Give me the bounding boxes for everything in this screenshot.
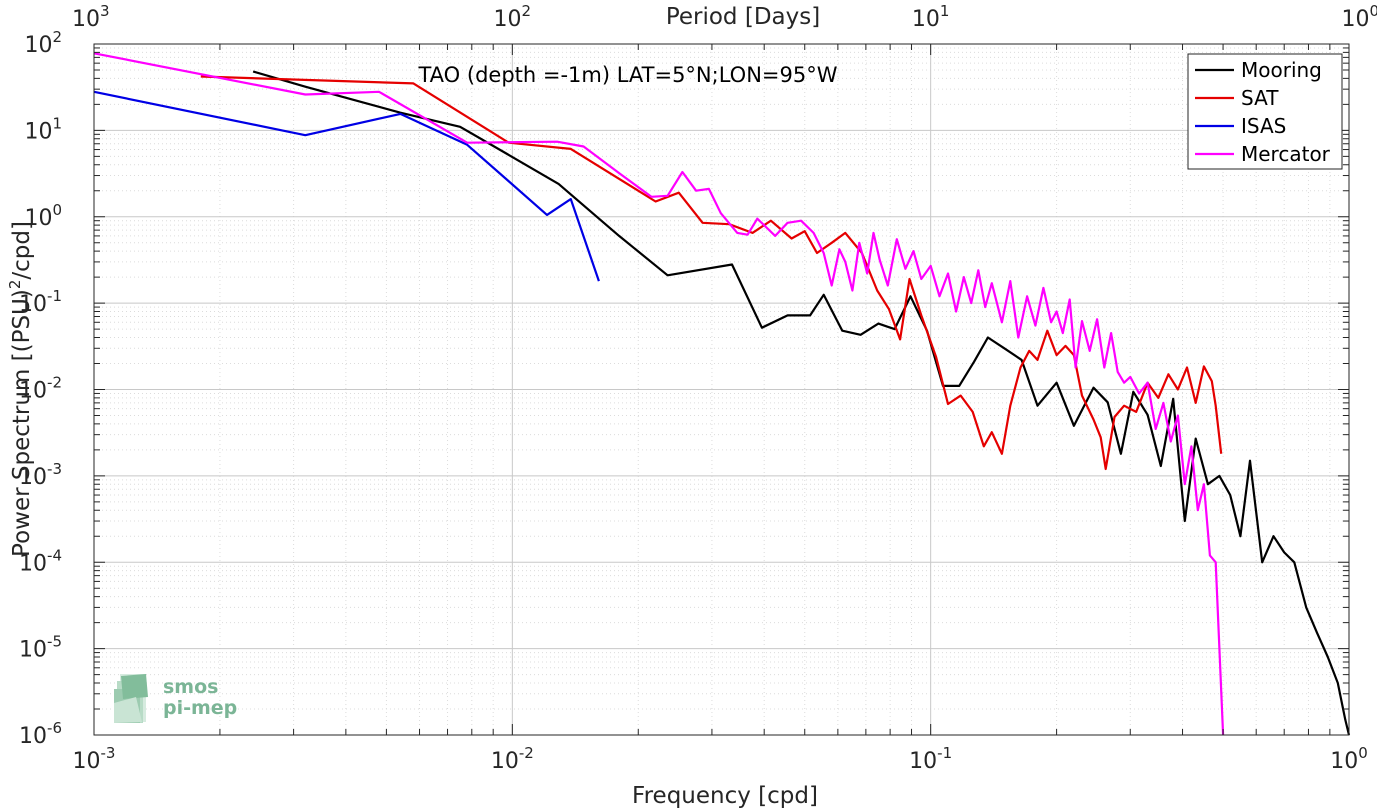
legend-label-mooring: Mooring [1241,58,1322,82]
chart-title: TAO (depth =-1m) LAT=5°N;LON=95°W [417,63,837,87]
y-tick-label: 10-4 [19,546,62,576]
y-tick-label: 10-1 [19,287,62,317]
logo-text-smos: smos [163,676,218,698]
top-tick-label: 101 [912,2,950,32]
y-axis-label-sup: 2 [6,280,24,290]
x-tick-label: 100 [1330,744,1368,774]
legend: Mooring SAT ISAS Mercator [1187,53,1343,170]
top-tick-label: 100 [1341,2,1377,32]
y-tick-label: 10-5 [19,633,62,663]
top-tick-label: 102 [494,2,532,32]
y-tick-label: 101 [24,114,62,144]
y-tick-label: 100 [24,201,62,231]
legend-label-mercator: Mercator [1241,142,1331,166]
smos-pi-mep-logo: smos pi-mep [114,674,237,723]
legend-label-sat: SAT [1241,86,1279,110]
x-tick-label: 10-2 [491,744,534,774]
top-tick-label: 103 [72,2,110,32]
series-line-mooring [252,70,1351,736]
major-grid [93,43,1350,736]
top-axis-label: Period [Days] [666,4,820,30]
x-tick-label: 10-1 [909,744,952,774]
legend-label-isas: ISAS [1241,114,1286,138]
logo-text-pimep: pi-mep [163,697,237,719]
y-tick-label: 10-2 [19,374,62,404]
y-tick-label: 10-3 [19,460,62,490]
y-axis-label: Power Spectrum [(PSU)2/cpd] [6,221,35,557]
tick-labels: 10-3 10-2 10-1 100 103 102 101 100 102 101 100 10-1… [19,2,1377,774]
axis-ticks [93,43,1350,736]
legend-items: Mooring SAT ISAS Mercator [1195,58,1331,166]
series-layer [93,52,1351,736]
logo-graphic [114,674,148,723]
y-tick-label: 10-6 [19,719,62,749]
y-tick-label: 102 [24,28,62,58]
x-tick-label: 10-3 [73,744,116,774]
series-line-mercator [93,52,1225,736]
y-axis-label-main: Power Spectrum [(PSU) [9,289,35,557]
legend-box [1187,53,1343,170]
y-axis-label-tail: /cpd] [9,221,35,280]
x-axis-label: Frequency [cpd] [632,783,818,809]
series-line-isas [93,90,600,282]
